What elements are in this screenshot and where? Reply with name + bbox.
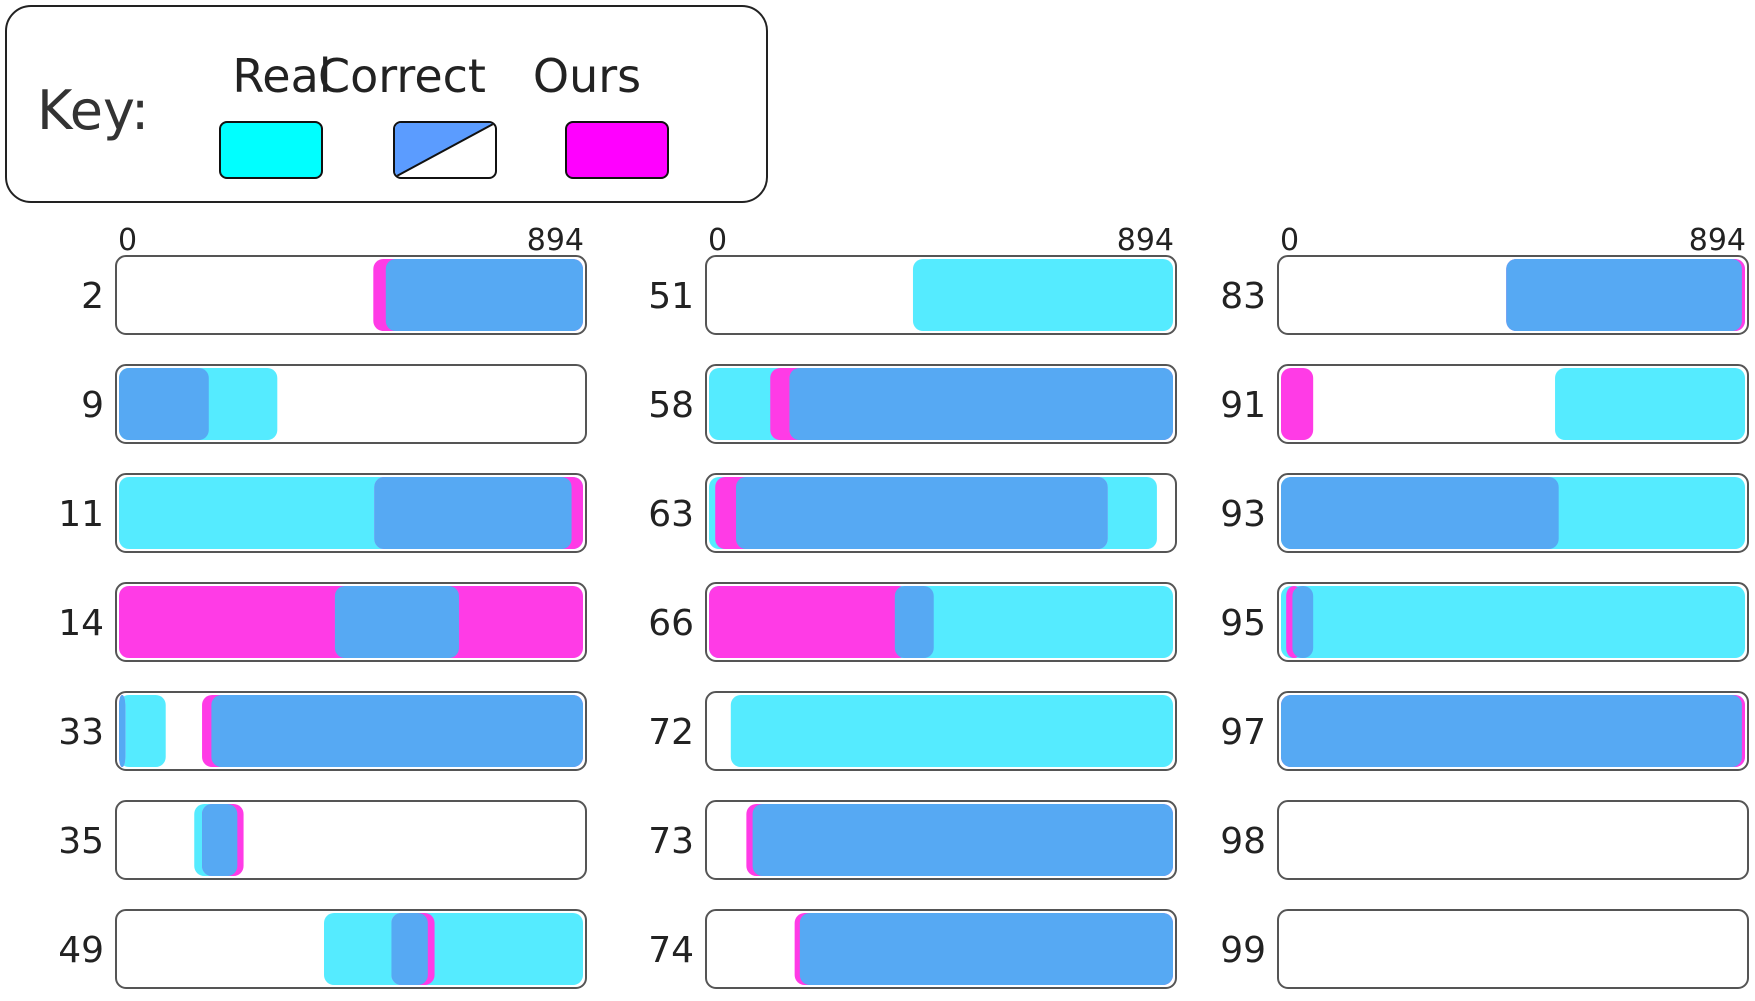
segment-real: [912, 259, 1173, 331]
bar-track: [1278, 801, 1748, 879]
segment-correct: [789, 368, 1173, 440]
row-label: 58: [648, 385, 694, 426]
bar-outline: [1277, 582, 1749, 662]
row-label: 66: [648, 603, 694, 644]
segment-ours: [709, 586, 909, 658]
bar-outline: [705, 582, 1177, 662]
segment-correct: [799, 913, 1173, 985]
row-label: 9: [81, 385, 104, 426]
row-label: 74: [648, 930, 694, 971]
segment-correct: [119, 368, 209, 440]
row-label: 49: [58, 930, 104, 971]
segment-correct: [334, 586, 459, 658]
row-label: 99: [1220, 930, 1266, 971]
segment-correct: [202, 804, 238, 876]
bar-outline: [115, 800, 587, 880]
bar-outline: [1277, 691, 1749, 771]
row-label: 63: [648, 494, 694, 535]
bar-outline: [1277, 909, 1749, 989]
segment-correct: [1292, 586, 1314, 658]
tick-label-max: 894: [527, 223, 584, 258]
bar-track: [116, 801, 586, 879]
segment-correct: [752, 804, 1173, 876]
bar-outline: [705, 255, 1177, 335]
row-label: 95: [1220, 603, 1266, 644]
segment-correct: [1281, 695, 1742, 767]
bar-outline: [115, 691, 587, 771]
bar-outline: [705, 909, 1177, 989]
segment-correct: [211, 695, 584, 767]
legend-box: Key: Real Correct Ours: [5, 5, 768, 203]
row-label: 11: [58, 494, 104, 535]
legend-label-ours: Ours: [532, 49, 642, 103]
segment-correct: [374, 477, 572, 549]
row-label: 51: [648, 276, 694, 317]
segment-correct: [391, 913, 428, 985]
bar-outline: [115, 473, 587, 553]
legend-label-real: Real: [232, 49, 332, 103]
segment-ours: [1281, 368, 1314, 440]
tick-label-max: 894: [1117, 223, 1174, 258]
bar-track: [1278, 910, 1748, 988]
row-label: 2: [81, 276, 104, 317]
bar-outline: [115, 255, 587, 335]
row-label: 35: [58, 821, 104, 862]
segment-correct: [385, 259, 583, 331]
segment-correct: [1506, 259, 1742, 331]
segment-real: [1281, 586, 1745, 658]
tick-label-max: 894: [1689, 223, 1746, 258]
row-label: 98: [1220, 821, 1266, 862]
row-label: 73: [648, 821, 694, 862]
bar-outline: [1277, 800, 1749, 880]
segment-real: [119, 695, 166, 767]
bar-outline: [115, 582, 587, 662]
bar-outline: [1277, 473, 1749, 553]
bar-outline: [1277, 255, 1749, 335]
bar-outline: [705, 364, 1177, 444]
bar-outline: [705, 691, 1177, 771]
legend-swatch-real: [219, 121, 323, 179]
legend-swatch-correct: [393, 121, 497, 179]
row-label: 14: [58, 603, 104, 644]
row-label: 91: [1220, 385, 1266, 426]
segment-correct: [1281, 477, 1559, 549]
row-label: 33: [58, 712, 104, 753]
row-label: 72: [648, 712, 694, 753]
segment-real: [1555, 368, 1745, 440]
legend-label-correct: Correct: [318, 49, 486, 103]
segment-real: [730, 695, 1173, 767]
bar-outline: [115, 909, 587, 989]
bar-outline: [705, 473, 1177, 553]
segment-correct: [119, 695, 126, 767]
bar-outline: [1277, 364, 1749, 444]
segment-correct: [735, 477, 1108, 549]
bar-outline: [705, 800, 1177, 880]
legend-swatch-ours: [565, 121, 669, 179]
tick-label-min: 0: [118, 223, 137, 258]
segment-correct: [894, 586, 934, 658]
bar-outline: [115, 364, 587, 444]
tick-label-min: 0: [1280, 223, 1299, 258]
tick-label-min: 0: [708, 223, 727, 258]
segment-real: [324, 913, 583, 985]
row-label: 83: [1220, 276, 1266, 317]
row-label: 97: [1220, 712, 1266, 753]
row-label: 93: [1220, 494, 1266, 535]
legend-title: Key:: [37, 79, 150, 142]
